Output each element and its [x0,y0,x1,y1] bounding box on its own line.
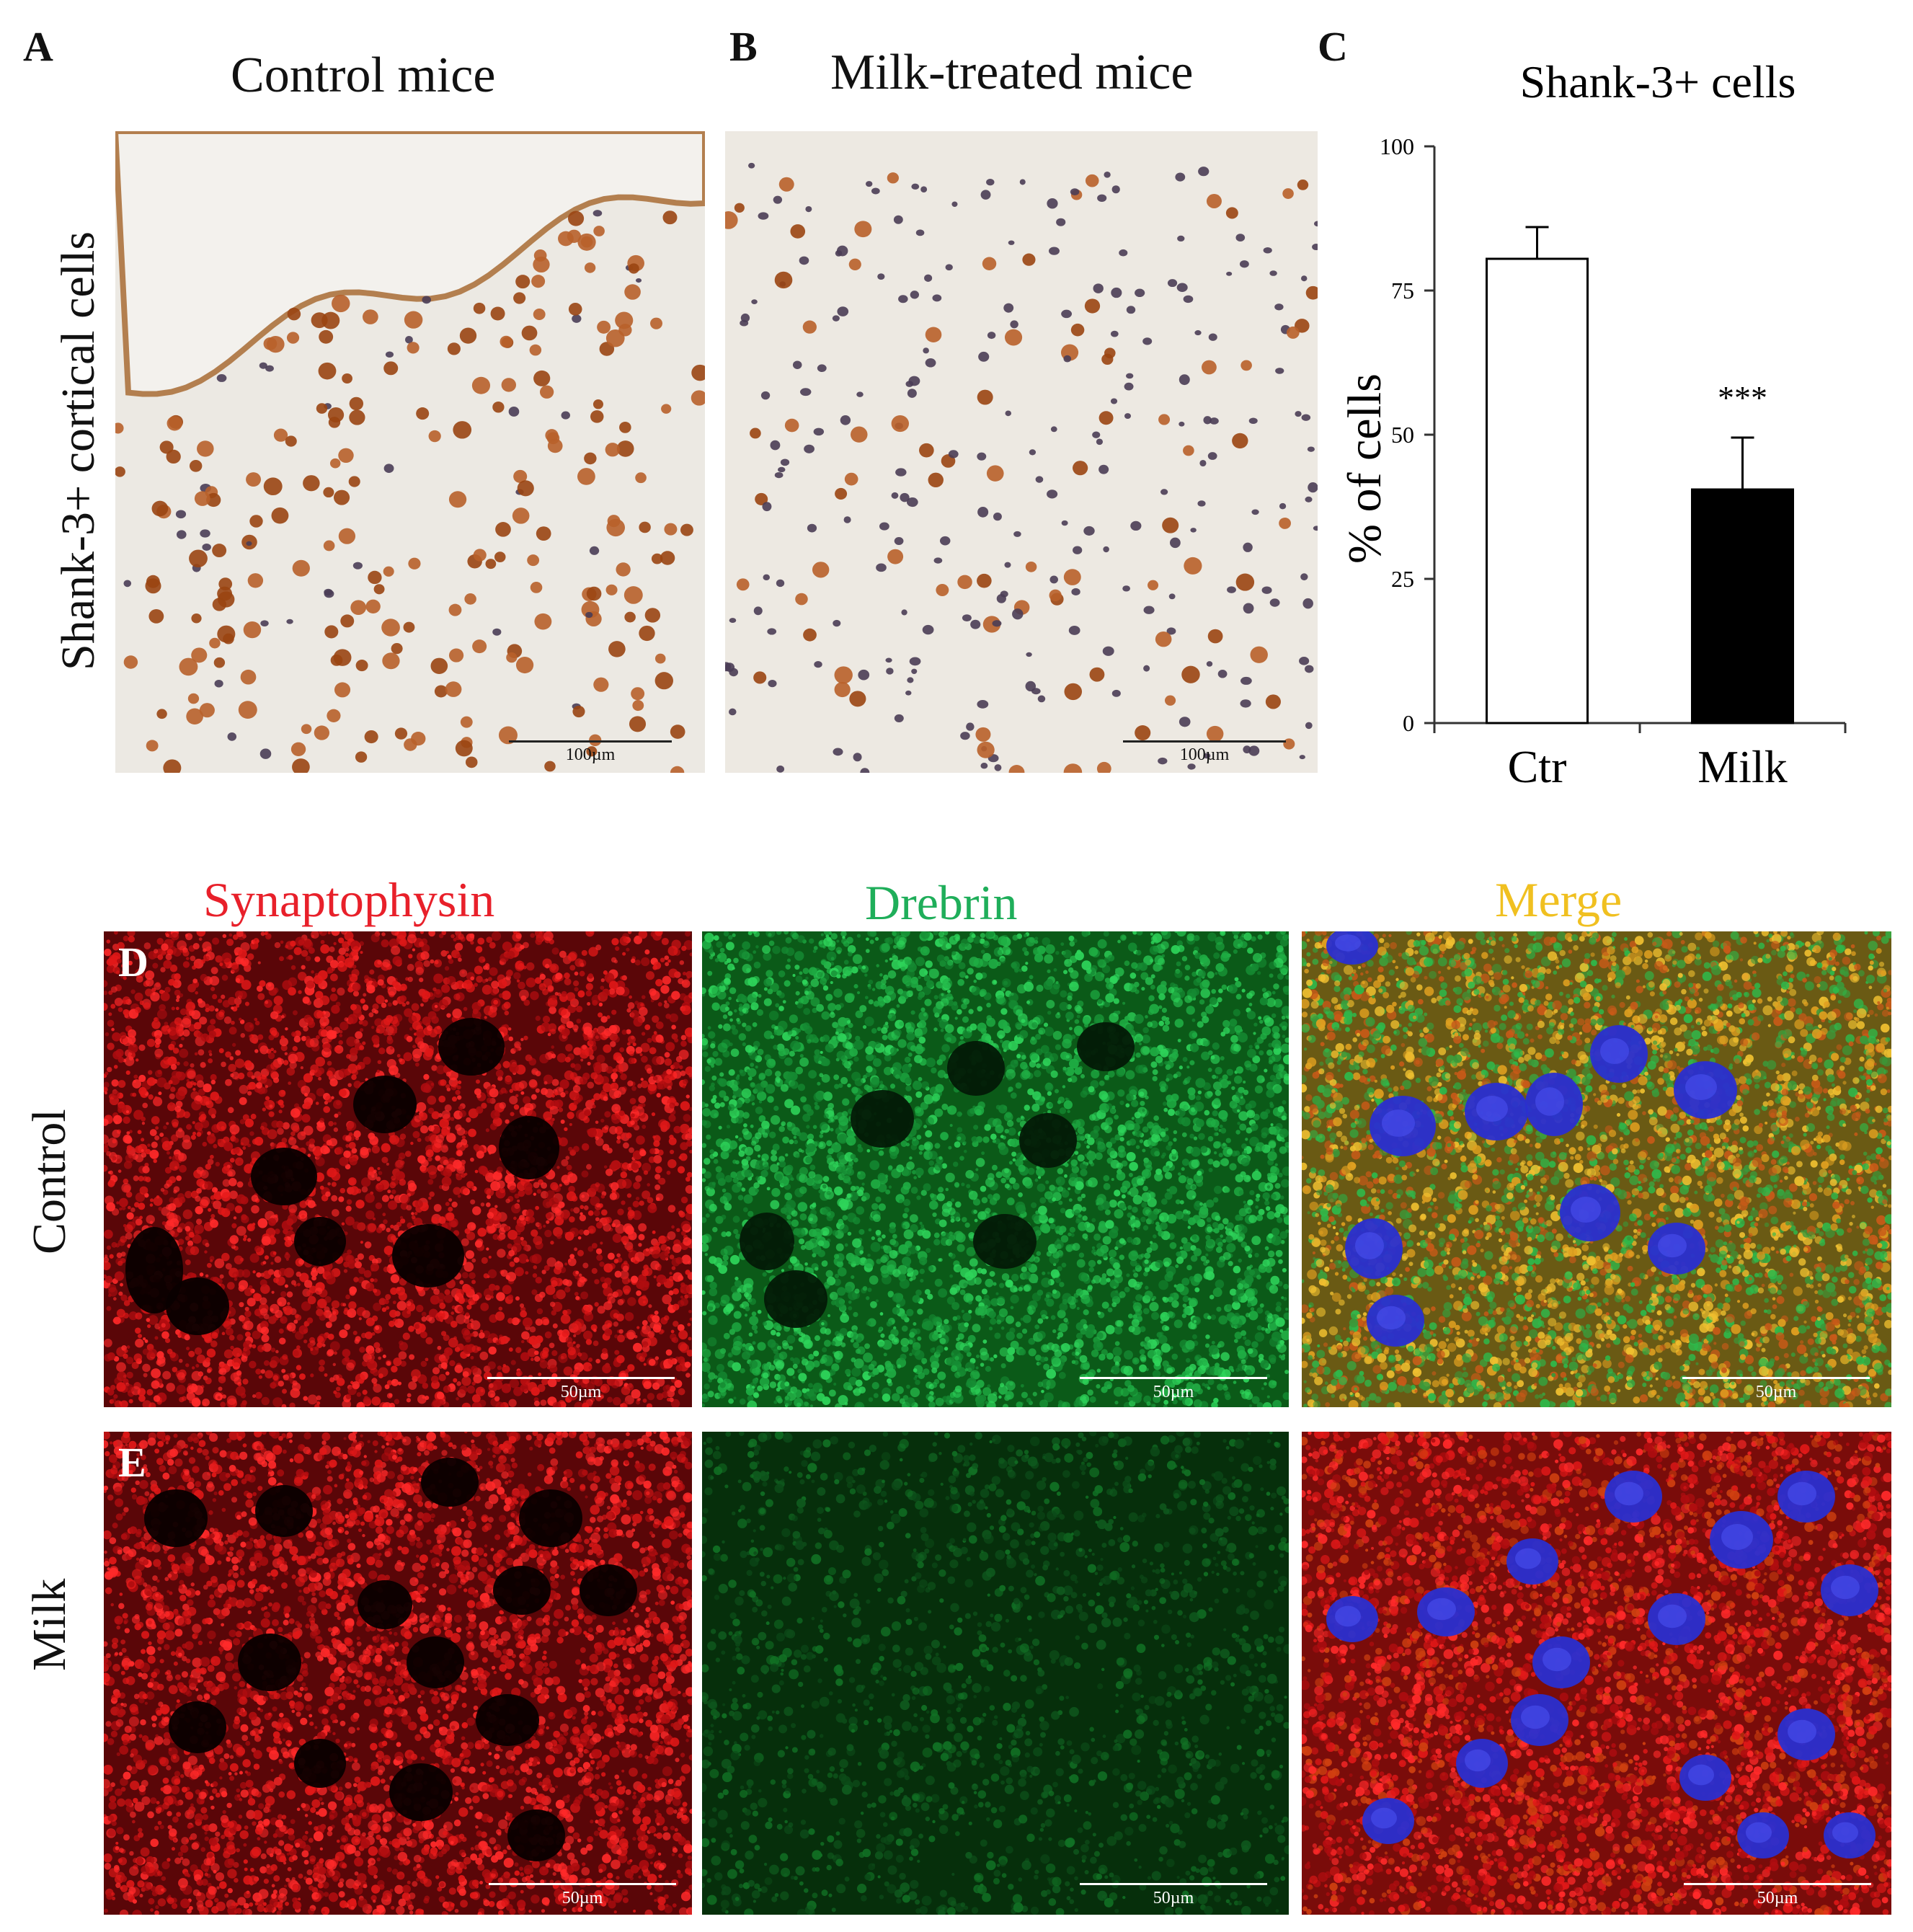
scale-bar-d3-label: 50µm [1682,1383,1870,1402]
bar-ctr [1486,257,1589,724]
milk-drebrin-image: 50µm [702,1432,1289,1915]
scale-bar-b-label: 100µm [1123,745,1286,765]
panel-a-title: Control mice [231,50,495,101]
panel-b-title: Milk-treated mice [830,48,1193,98]
column-label-merge: Merge [1495,875,1622,924]
chart-title: Shank-3+ cells [1520,56,1796,107]
scale-bar-a-label: 100µm [509,745,672,765]
chart-bars: Ctr Milk *** [1486,226,1794,792]
panel-letter-e: E [118,1442,146,1484]
error-bar-ctr [1525,226,1549,259]
ihc-milk-image [725,162,1318,773]
scale-bar-a [509,740,672,743]
bar-milk [1691,488,1794,724]
ihc-milk-micrograph: 100µm [725,131,1318,773]
y-tick-label-100: 100 [1380,133,1414,159]
scale-bar-e1-label: 50µm [489,1889,676,1908]
column-label-drebrin: Drebrin [865,878,1017,927]
ihc-control-micrograph: 100µm [115,131,705,773]
scale-bar-e2 [1080,1883,1267,1885]
ihc-control-image [115,131,705,773]
control-drebrin-image: 50µm [702,931,1289,1407]
scale-bar-d1-label: 50µm [487,1383,675,1402]
x-tick-label-milk: Milk [1697,741,1787,792]
control-synaptophysin-image: 50µm [104,931,692,1407]
row-label-milk: Milk [23,1579,76,1671]
column-label-synaptophysin: Synaptophysin [203,875,494,924]
panel-letter-d: D [118,941,148,983]
ihc-row-label: Shank-3+ cortical cells [52,231,105,670]
panel-letter-c: C [1318,26,1348,68]
milk-synaptophysin-image: 50µm [104,1432,692,1915]
x-tick-label-ctr: Ctr [1508,741,1567,792]
scale-bar-e3 [1684,1883,1871,1885]
panel-letter-a: A [23,26,53,68]
scale-bar-e2-label: 50µm [1080,1889,1267,1908]
control-merge-image: 50µm [1302,931,1891,1407]
y-tick-label-75: 75 [1391,278,1414,303]
scale-bar-d3 [1682,1377,1870,1379]
scale-bar-d2-label: 50µm [1080,1383,1267,1402]
scale-bar-d1 [487,1377,675,1379]
row-label-control: Control [23,1109,76,1254]
shank3-bar-chart: Shank-3+ cells % of cells 0 25 50 75 100 Ctr… [1339,56,1847,792]
y-tick-label-25: 25 [1391,566,1414,592]
y-tick-label-50: 50 [1391,422,1414,448]
scale-bar-b [1123,740,1286,743]
chart-y-axis-label: % of cells [1339,373,1391,564]
panel-letter-b: B [729,26,758,68]
y-tick-label-0: 0 [1403,710,1414,736]
milk-merge-image: 50µm [1302,1432,1891,1915]
scale-bar-d2 [1080,1377,1267,1379]
scale-bar-e3-label: 50µm [1684,1889,1871,1908]
scale-bar-e1 [489,1883,676,1885]
significance-label: *** [1718,379,1767,416]
error-bar-milk [1731,436,1754,489]
